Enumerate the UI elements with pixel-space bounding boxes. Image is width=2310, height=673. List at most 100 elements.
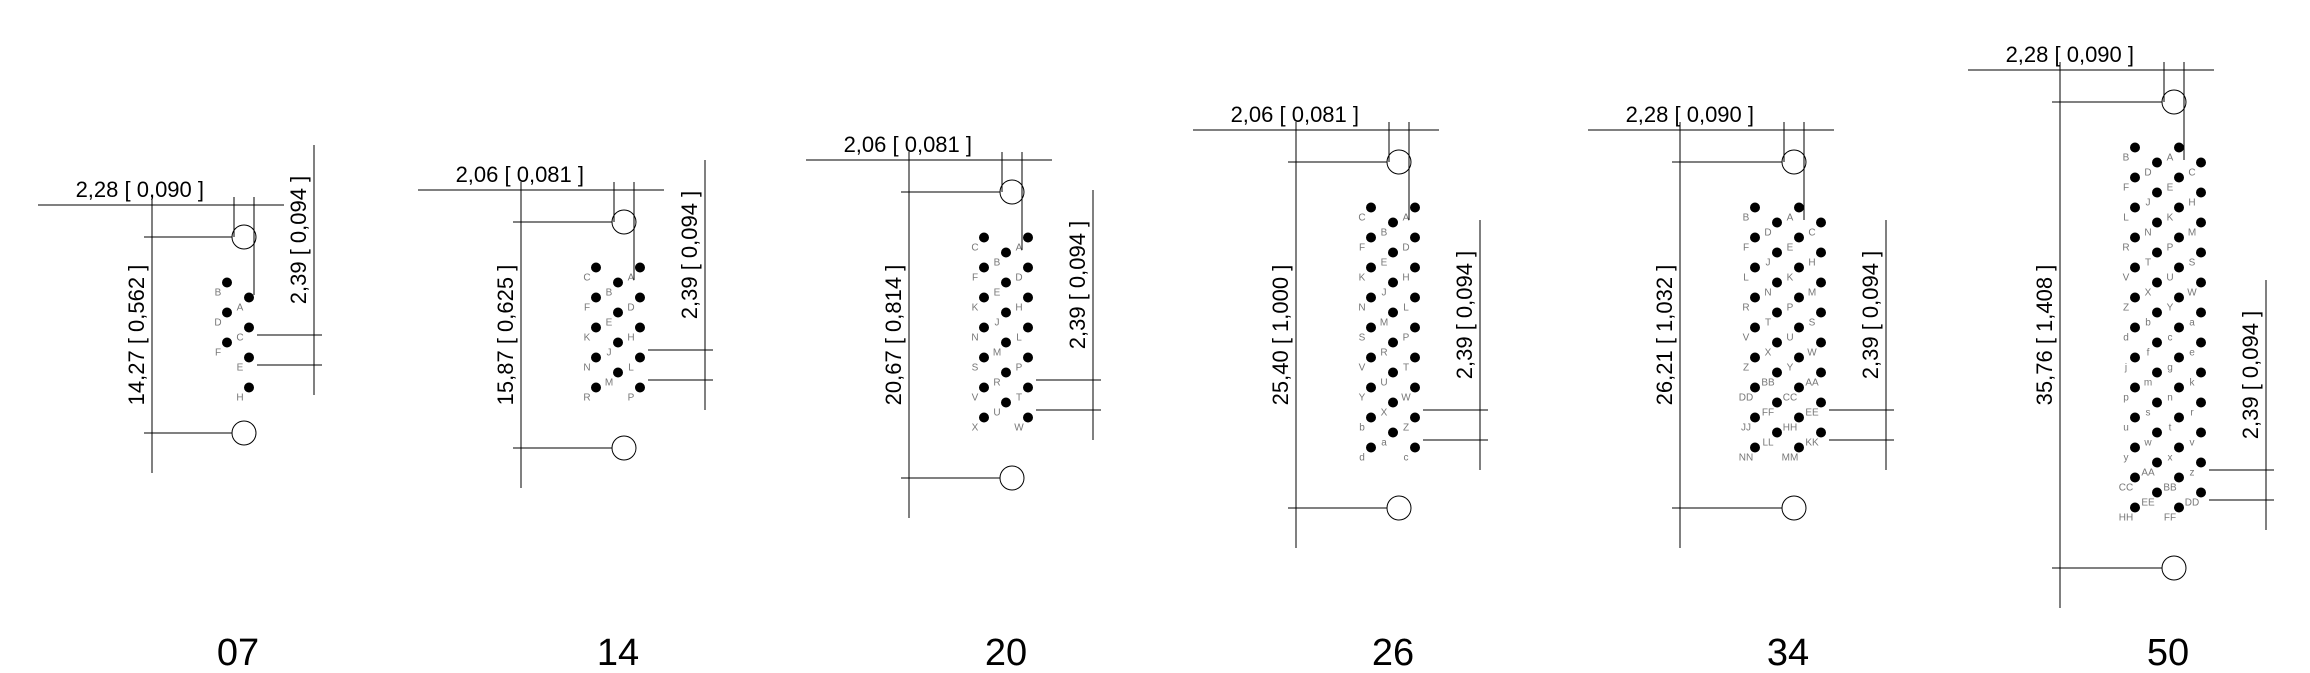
pin-dot <box>2130 202 2140 213</box>
pin-dot <box>1388 277 1398 288</box>
pin-label: b <box>2145 318 2151 329</box>
pin-label: F <box>1359 243 1365 254</box>
pin-dot <box>1794 232 1804 243</box>
pin-dot <box>591 352 601 363</box>
pin-dot <box>1001 247 1011 258</box>
pin-dot <box>1816 217 1826 228</box>
pin-dot <box>1750 412 1760 423</box>
pin-dot <box>2130 172 2140 183</box>
pin-dot <box>1816 397 1826 408</box>
pin-dot <box>2196 367 2206 378</box>
pin-label: B <box>1743 213 1750 224</box>
pin-dot <box>979 322 989 333</box>
pin-label: C <box>971 243 978 254</box>
pin-label: F <box>972 273 978 284</box>
pin-dot <box>635 262 645 273</box>
pin-dot <box>1388 337 1398 348</box>
pin-label: FF <box>2164 513 2176 524</box>
pin-dot <box>979 352 989 363</box>
pin-label: A <box>1787 213 1794 224</box>
pin-dot <box>1794 382 1804 393</box>
pin-label: t <box>2169 423 2172 434</box>
dimension-text: 2,28 [ 0,090 ] <box>76 177 204 202</box>
dimension-text: 2,06 [ 0,081 ] <box>1231 102 1359 127</box>
dimension-text: 2,39 [ 0,094 ] <box>1858 251 1883 379</box>
pin-dot <box>2174 232 2184 243</box>
pin-label: J <box>607 348 612 359</box>
pin-dot <box>1366 292 1376 303</box>
dimension-text: 2,39 [ 0,094 ] <box>1452 251 1477 379</box>
pin-dot <box>1388 217 1398 228</box>
pin-label: D <box>1764 228 1771 239</box>
pin-dot <box>1816 427 1826 438</box>
pin-dot <box>1816 307 1826 318</box>
pin-dot <box>2152 487 2162 498</box>
pin-label: P <box>628 393 635 404</box>
pin-dot <box>2196 247 2206 258</box>
pin-dot <box>1410 412 1420 423</box>
pin-dot <box>1410 202 1420 213</box>
pin-dot <box>1023 262 1033 273</box>
dimension-text: 26,21 [ 1,032 ] <box>1652 265 1677 406</box>
pin-dot <box>1023 352 1033 363</box>
pin-label: BB <box>2163 483 2177 494</box>
pin-label: c <box>1404 453 1409 464</box>
pin-label: T <box>1765 318 1771 329</box>
pin-label: M <box>993 348 1001 359</box>
pin-label: J <box>2146 198 2151 209</box>
pin-label: H <box>2188 198 2195 209</box>
connector-label: 07 <box>217 632 259 673</box>
pin-dot <box>2196 397 2206 408</box>
pin-label: X <box>1381 408 1388 419</box>
pin-label: r <box>2190 408 2194 419</box>
pin-dot <box>2174 202 2184 213</box>
pin-label: c <box>2168 333 2173 344</box>
pin-label: E <box>2167 183 2174 194</box>
pin-label: P <box>1403 333 1410 344</box>
pin-dot <box>979 232 989 243</box>
pin-dot <box>1772 247 1782 258</box>
pin-dot <box>222 277 232 288</box>
pin-dot <box>1001 337 1011 348</box>
pin-label: W <box>2187 288 2197 299</box>
pin-label: F <box>215 348 221 359</box>
pin-dot <box>1750 322 1760 333</box>
pin-dot <box>613 337 623 348</box>
pin-label: z <box>2190 468 2195 479</box>
pin-dot <box>1001 277 1011 288</box>
pin-dot <box>2174 172 2184 183</box>
pin-dot <box>1794 352 1804 363</box>
pin-label: R <box>1380 348 1387 359</box>
dimension-text: 15,87 [ 0,625 ] <box>493 265 518 406</box>
pin-label: W <box>1807 348 1817 359</box>
pin-dot <box>1001 307 1011 318</box>
pin-dot <box>1001 397 1011 408</box>
dimension-text: 2,06 [ 0,081 ] <box>844 132 972 157</box>
pin-label: U <box>1380 378 1387 389</box>
pin-label: E <box>994 288 1001 299</box>
pin-label: B <box>606 288 613 299</box>
pin-dot <box>2152 217 2162 228</box>
pin-label: C <box>1358 213 1365 224</box>
pin-label: Y <box>2167 303 2174 314</box>
pin-label: L <box>1403 303 1409 314</box>
pin-dot <box>1794 322 1804 333</box>
pin-dot <box>2196 217 2206 228</box>
pin-label: Z <box>1743 363 1749 374</box>
pin-label: P <box>1787 303 1794 314</box>
pin-dot <box>1366 232 1376 243</box>
pin-dot <box>2196 187 2206 198</box>
pin-dot <box>591 292 601 303</box>
pin-dot <box>979 262 989 273</box>
pin-dot <box>2130 352 2140 363</box>
pin-dot <box>2174 322 2184 333</box>
pin-label: E <box>606 318 613 329</box>
pin-dot <box>244 292 254 303</box>
pin-dot <box>1023 232 1033 243</box>
pin-dot <box>1750 202 1760 213</box>
pin-label: KK <box>1805 438 1819 449</box>
pin-label: A <box>237 303 244 314</box>
pin-dot <box>979 382 989 393</box>
dimension-text: 2,28 [ 0,090 ] <box>2006 42 2134 67</box>
pin-label: V <box>1359 363 1366 374</box>
